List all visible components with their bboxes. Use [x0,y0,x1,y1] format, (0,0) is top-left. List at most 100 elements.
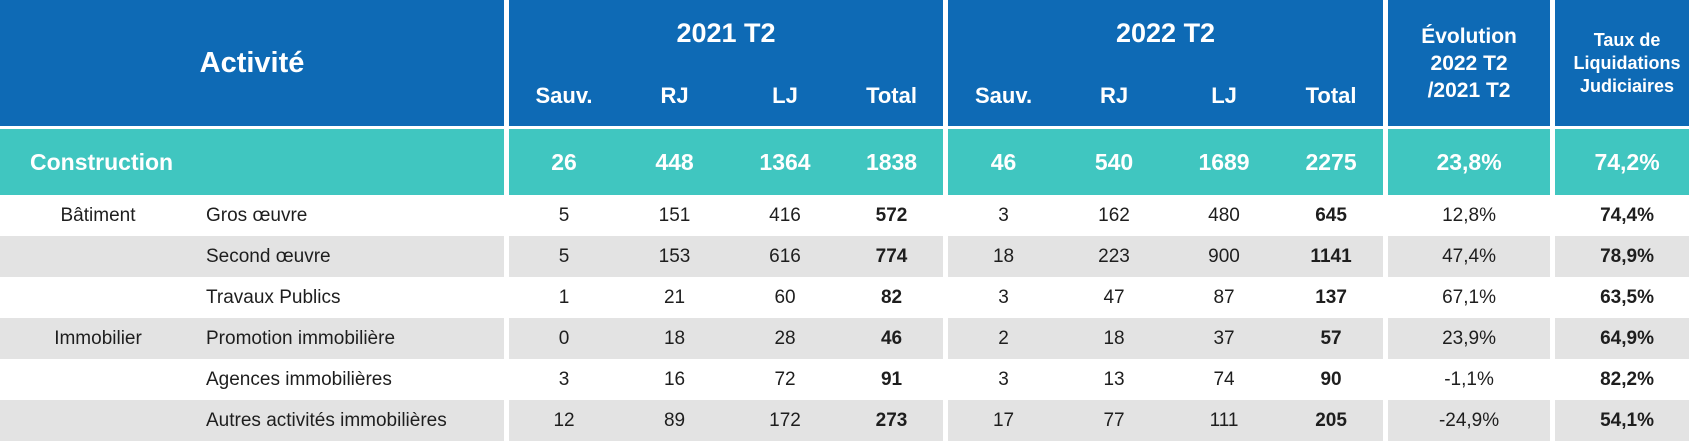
cell-evolution: 23,9% [1388,318,1556,359]
cell-2021-rj: 21 [619,277,731,318]
cell-evolution: 67,1% [1388,277,1556,318]
cell-2021-sauv: 12 [509,400,620,441]
cell-2022-sauv: 18 [948,236,1060,277]
cell-2021-sauv: 3 [509,359,620,400]
table-row: Bâtiment Gros œuvre 5 151 416 572 3 162 … [0,195,1689,236]
cell-2022-total: 57 [1279,318,1389,359]
cell-taux: 63,5% [1555,277,1689,318]
row-subcategory: Travaux Publics [196,277,510,318]
cell-2021-total: 774 [840,236,949,277]
construction-taux: 74,2% [1555,129,1689,195]
taux-header-line-3: Judiciaires [1580,75,1675,96]
cell-2021-rj: 16 [619,359,731,400]
col-2021-total: Total [840,66,949,129]
col-2022-sauv: Sauv. [948,66,1060,129]
cell-2021-total: 273 [840,400,949,441]
cell-2022-rj: 77 [1059,400,1170,441]
row-subcategory: Gros œuvre [196,195,510,236]
evolution-header-line-3: /2021 T2 [1427,78,1511,102]
activity-header: Activité [0,0,510,129]
cell-2021-lj: 72 [730,359,841,400]
construction-row: Construction 26 448 1364 1838 46 540 168… [0,129,1689,195]
cell-2021-sauv: 0 [509,318,620,359]
cell-2022-lj: 900 [1169,236,1280,277]
evolution-header-line-1: Évolution [1421,24,1517,48]
cell-2021-total: 91 [840,359,949,400]
construction-2021-lj: 1364 [730,129,841,195]
taux-header-line-1: Taux de [1593,29,1661,50]
cell-2021-lj: 616 [730,236,841,277]
construction-2021-total: 1838 [840,129,949,195]
construction-2021-sauv: 26 [509,129,620,195]
cell-2022-total: 1141 [1279,236,1389,277]
cell-taux: 74,4% [1555,195,1689,236]
row-category [0,359,196,400]
cell-2022-lj: 111 [1169,400,1280,441]
cell-2022-total: 205 [1279,400,1389,441]
cell-2021-total: 46 [840,318,949,359]
row-category [0,400,196,441]
cell-2021-lj: 60 [730,277,841,318]
year-2021-header: 2021 T2 [509,0,949,66]
cell-2021-sauv: 5 [509,195,620,236]
cell-taux: 78,9% [1555,236,1689,277]
cell-2021-rj: 153 [619,236,731,277]
cell-2022-total: 137 [1279,277,1389,318]
cell-2022-rj: 47 [1059,277,1170,318]
row-subcategory: Agences immobilières [196,359,510,400]
cell-2022-sauv: 2 [948,318,1060,359]
construction-2021-rj: 448 [619,129,731,195]
col-2021-rj: RJ [619,66,731,129]
row-subcategory: Second œuvre [196,236,510,277]
row-category: Bâtiment [0,195,196,236]
cell-2022-rj: 223 [1059,236,1170,277]
cell-2021-lj: 416 [730,195,841,236]
cell-evolution: 12,8% [1388,195,1556,236]
year-2022-header: 2022 T2 [948,0,1389,66]
cell-taux: 54,1% [1555,400,1689,441]
construction-label: Construction [0,129,510,195]
row-category [0,236,196,277]
taux-header-line-2: Liquidations [1573,52,1681,73]
col-2021-lj: LJ [730,66,841,129]
cell-2022-sauv: 17 [948,400,1060,441]
cell-2021-total: 572 [840,195,949,236]
row-subcategory: Promotion immobilière [196,318,510,359]
construction-evolution: 23,8% [1388,129,1556,195]
cell-2021-rj: 89 [619,400,731,441]
cell-2022-sauv: 3 [948,195,1060,236]
construction-2022-sauv: 46 [948,129,1060,195]
construction-2022-total: 2275 [1279,129,1389,195]
row-category: Immobilier [0,318,196,359]
cell-2021-sauv: 1 [509,277,620,318]
cell-2021-rj: 151 [619,195,731,236]
cell-2022-lj: 74 [1169,359,1280,400]
cell-2022-total: 645 [1279,195,1389,236]
col-2022-total: Total [1279,66,1389,129]
cell-2022-lj: 480 [1169,195,1280,236]
header-row-years: Activité 2021 T2 2022 T2 Évolution 2022 … [0,0,1689,129]
evolution-header-line-2: 2022 T2 [1430,51,1508,75]
table-row: Agences immobilières 3 16 72 91 3 13 74 … [0,359,1689,400]
cell-2022-rj: 13 [1059,359,1170,400]
cell-2022-sauv: 3 [948,277,1060,318]
table-row: Second œuvre 5 153 616 774 18 223 900 11… [0,236,1689,277]
construction-2022-lj: 1689 [1169,129,1280,195]
cell-2022-lj: 37 [1169,318,1280,359]
cell-2022-rj: 18 [1059,318,1170,359]
cell-taux: 64,9% [1555,318,1689,359]
cell-2022-sauv: 3 [948,359,1060,400]
taux-header: Taux de Liquidations Judiciaires [1555,0,1689,129]
cell-taux: 82,2% [1555,359,1689,400]
row-category [0,277,196,318]
row-subcategory: Autres activités immobilières [196,400,510,441]
cell-2022-rj: 162 [1059,195,1170,236]
cell-2022-lj: 87 [1169,277,1280,318]
cell-2021-lj: 172 [730,400,841,441]
cell-2022-total: 90 [1279,359,1389,400]
cell-2021-sauv: 5 [509,236,620,277]
evolution-header: Évolution 2022 T2 /2021 T2 [1388,0,1556,129]
col-2022-lj: LJ [1169,66,1280,129]
